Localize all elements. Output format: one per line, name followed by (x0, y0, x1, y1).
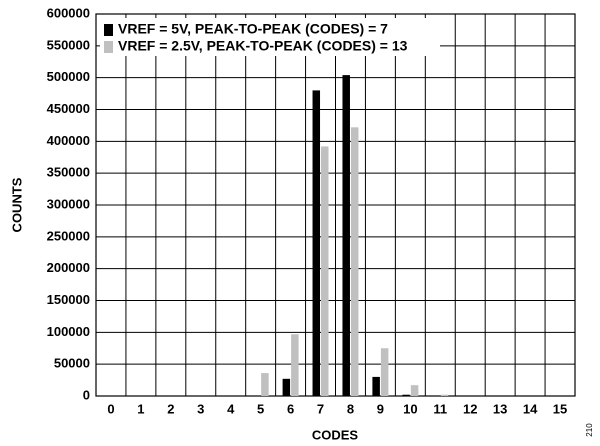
bar (402, 394, 410, 396)
bar (282, 378, 291, 396)
y-tick-label: 0 (83, 387, 90, 402)
x-tick-label: 2 (167, 401, 174, 416)
x-tick-label: 8 (347, 401, 354, 416)
x-tick-label: 1 (137, 401, 144, 416)
x-tick-label: 10 (403, 401, 417, 416)
figure-id: 210 (585, 423, 594, 437)
y-tick-label: 550000 (47, 37, 90, 52)
x-tick-label: 5 (257, 401, 264, 416)
y-tick-label: 50000 (54, 356, 90, 371)
x-tick-label: 14 (523, 401, 538, 416)
legend-label: VREF = 5V, PEAK-TO-PEAK (CODES) = 7 (118, 21, 388, 37)
x-tick-label: 13 (493, 401, 507, 416)
y-tick-label: 600000 (47, 5, 90, 20)
y-tick-label: 150000 (47, 292, 90, 307)
y-tick-label: 400000 (47, 133, 90, 148)
bar (410, 385, 419, 396)
legend-swatch (104, 41, 113, 53)
y-tick-label: 350000 (47, 165, 90, 180)
bar (342, 75, 350, 397)
x-tick-label: 3 (197, 401, 204, 416)
y-tick-label: 500000 (47, 69, 90, 84)
x-tick-label: 12 (463, 401, 477, 416)
legend-label: VREF = 2.5V, PEAK-TO-PEAK (CODES) = 13 (118, 38, 408, 54)
bar (291, 334, 299, 396)
x-tick-label: 6 (287, 401, 294, 416)
x-tick-label: 4 (227, 401, 235, 416)
legend-box (100, 18, 440, 56)
y-tick-label: 450000 (47, 101, 90, 116)
x-tick-label: 15 (553, 401, 567, 416)
y-tick-label: 200000 (47, 260, 90, 275)
bar (321, 146, 329, 396)
bar (380, 348, 389, 396)
x-tick-label: 11 (433, 401, 447, 416)
x-tick-label: 7 (317, 401, 324, 416)
y-tick-label: 100000 (47, 324, 90, 339)
legend-swatch (104, 24, 113, 36)
bar (440, 394, 449, 396)
x-axis-label: CODES (312, 427, 359, 442)
x-tick-label: 9 (377, 401, 384, 416)
bar (350, 127, 359, 397)
y-axis-label: COUNTS (9, 177, 24, 232)
bar (261, 373, 269, 396)
bar (312, 90, 321, 397)
y-tick-label: 300000 (47, 196, 90, 211)
bar (372, 376, 380, 396)
x-tick-label: 0 (107, 401, 114, 416)
y-tick-label: 250000 (47, 228, 90, 243)
